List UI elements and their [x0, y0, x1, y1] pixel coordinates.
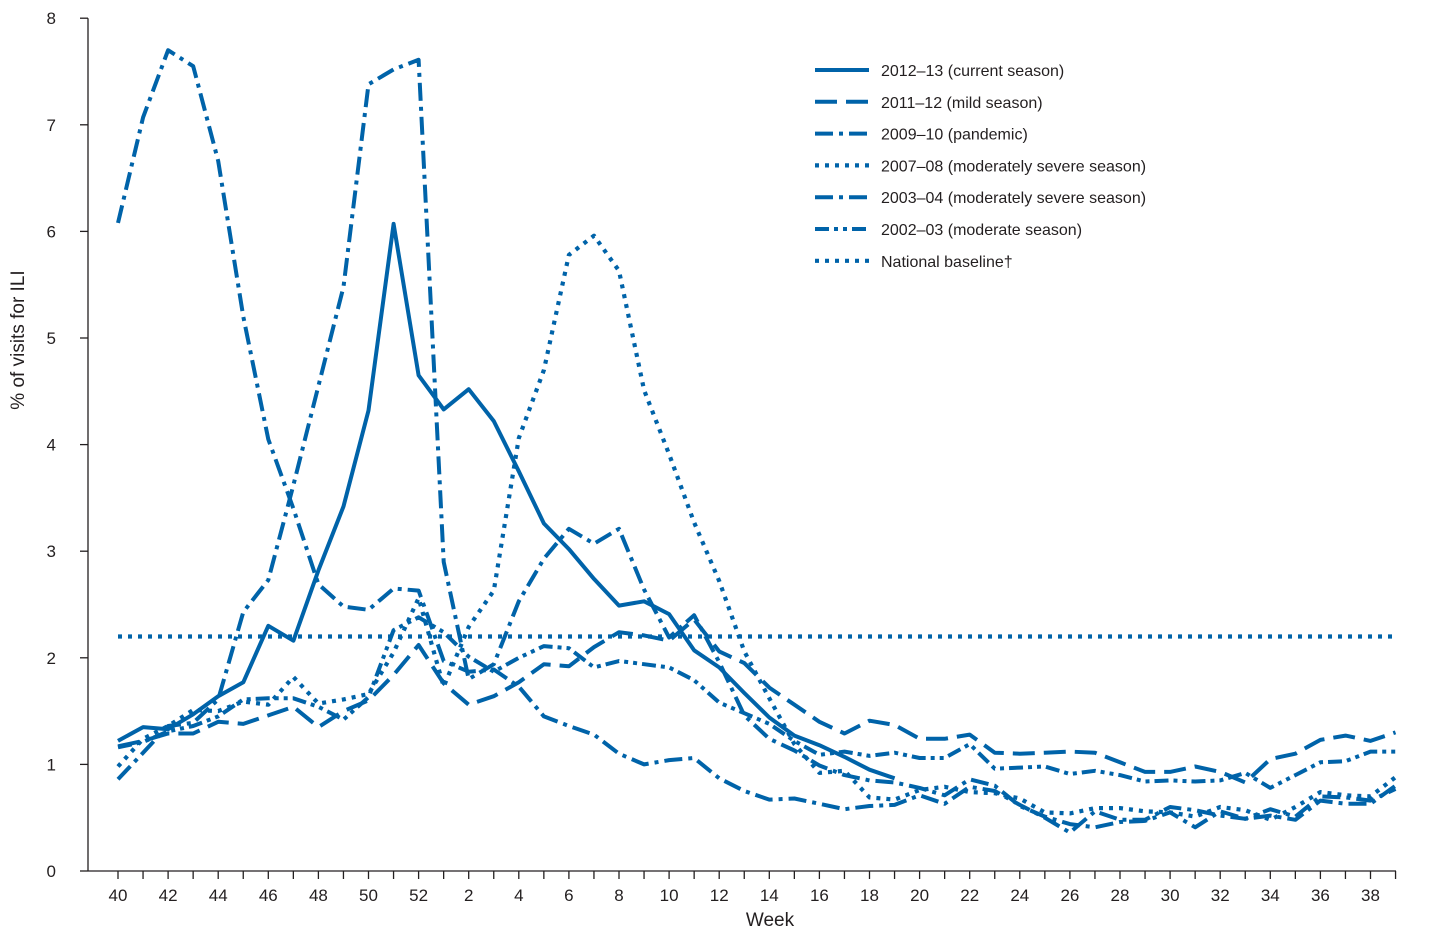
x-tick-label: 10	[660, 886, 679, 905]
y-tick-label: 1	[47, 755, 56, 774]
x-tick-label: 8	[614, 886, 623, 905]
legend: 2012–13 (current season) 2011–12 (mild se…	[815, 63, 1146, 271]
series-line-6	[117, 615, 1396, 790]
legend-label-6: 2002–03 (moderate season)	[881, 222, 1082, 239]
x-tick-label: 52	[409, 886, 428, 905]
x-tick-label: 40	[109, 886, 128, 905]
x-tick-label: 18	[860, 886, 879, 905]
x-tick-label: 20	[910, 886, 929, 905]
legend-label-4: 2007–08 (moderately severe season)	[881, 158, 1146, 175]
y-tick-label: 6	[47, 222, 56, 241]
x-tick-label: 6	[564, 886, 573, 905]
x-tick-label: 26	[1060, 886, 1079, 905]
x-tick-label: 12	[710, 886, 729, 905]
series-line-3	[116, 48, 1397, 835]
x-tick-label: 22	[960, 886, 979, 905]
x-tick-label: 48	[309, 886, 328, 905]
x-axis: 40 42 44 46 48 50 52 2 4 6 8 10 12 14 16 18 20 22 24 26 28 30…	[88, 870, 1397, 905]
legend-label-3: 2009–10 (pandemic)	[881, 127, 1028, 144]
x-tick-label: 30	[1161, 886, 1180, 905]
legend-label-1: 2012–13 (current season)	[881, 63, 1064, 80]
series-line-1	[117, 221, 896, 781]
x-axis-title: Week	[746, 910, 795, 931]
series-layer	[116, 48, 1397, 835]
x-tick-label: 36	[1311, 886, 1330, 905]
y-tick-label: 3	[47, 542, 56, 561]
x-tick-label: 28	[1111, 886, 1130, 905]
x-tick-label: 16	[810, 886, 829, 905]
y-tick-label: 4	[47, 436, 56, 455]
x-tick-label: 2	[464, 886, 473, 905]
x-tick-label: 4	[514, 886, 523, 905]
x-tick-label: 38	[1361, 886, 1380, 905]
x-tick-label: 44	[209, 886, 228, 905]
x-tick-label: 50	[359, 886, 378, 905]
y-tick-label: 8	[47, 9, 56, 28]
x-tick-label: 46	[259, 886, 278, 905]
x-tick-label: 14	[760, 886, 779, 905]
x-tick-label: 24	[1010, 886, 1029, 905]
y-tick-label: 5	[47, 329, 56, 348]
series-line-5	[116, 57, 1397, 830]
x-tick-label: 42	[159, 886, 178, 905]
y-axis: 0 1 2 3 4 5 6 7 8	[47, 9, 89, 881]
series-line-2	[117, 617, 1397, 785]
legend-label-5: 2003–04 (moderately severe season)	[881, 190, 1146, 207]
legend-label-7: National baseline†	[881, 254, 1013, 271]
x-tick-label: 32	[1211, 886, 1230, 905]
y-axis-title: % of visits for ILI	[8, 270, 29, 409]
legend-label-2: 2011–12 (mild season)	[881, 95, 1043, 112]
y-tick-label: 7	[47, 116, 56, 135]
x-tick-label: 34	[1261, 886, 1280, 905]
y-tick-label: 0	[47, 862, 56, 881]
series-line-4	[116, 233, 1397, 822]
y-tick-label: 2	[47, 649, 56, 668]
